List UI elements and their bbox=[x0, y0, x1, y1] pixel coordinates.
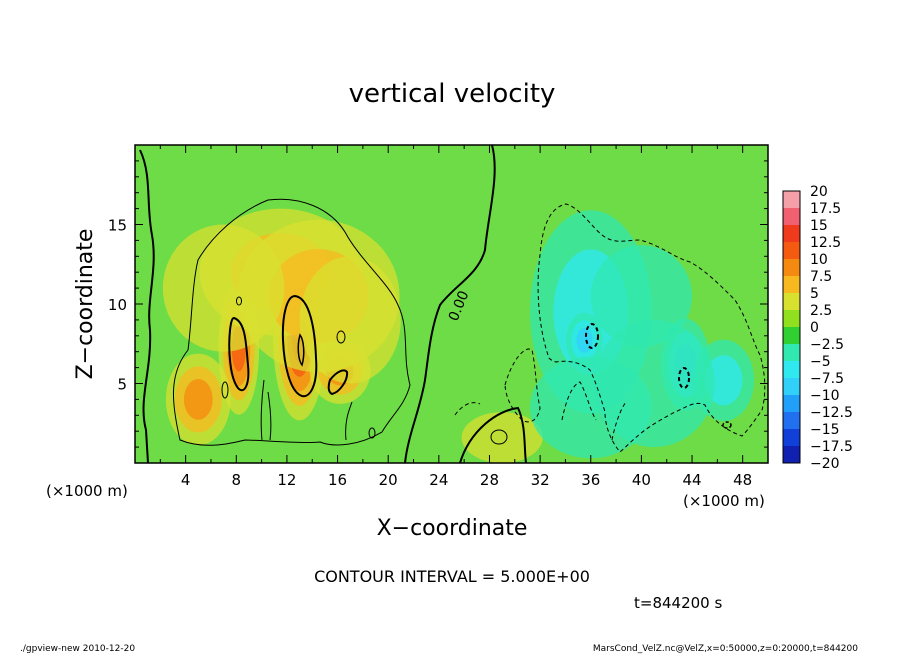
time-label: t=844200 s bbox=[634, 594, 722, 612]
colorbar-swatch bbox=[783, 361, 800, 379]
velocity-level bbox=[162, 224, 285, 352]
velocity-level bbox=[576, 328, 593, 354]
zero-contour-island bbox=[490, 429, 508, 445]
contour-plus5-envelope bbox=[173, 198, 411, 446]
velocity-cell-7 bbox=[299, 256, 401, 384]
colorbar-label: −5 bbox=[810, 354, 831, 370]
colorbar-label: −17.5 bbox=[810, 439, 853, 455]
x-axis-label: X−coordinate bbox=[377, 516, 528, 541]
x-unit-left: (×1000 m) bbox=[46, 482, 128, 500]
colorbar-label: 7.5 bbox=[810, 269, 832, 285]
colorbar-label: 0 bbox=[810, 320, 819, 336]
colorbar-label: −12.5 bbox=[810, 405, 853, 421]
colorbar-label: −15 bbox=[810, 422, 840, 438]
colorbar-swatch bbox=[783, 310, 800, 328]
contour-minus10-b bbox=[678, 367, 690, 389]
y-axis-ticks: 5 10 15 bbox=[108, 160, 768, 448]
colorbar-swatch bbox=[783, 276, 800, 294]
x-tick-label: 40 bbox=[632, 471, 651, 489]
velocity-level bbox=[593, 319, 715, 448]
velocity-level bbox=[704, 355, 743, 406]
contour-plus15 bbox=[297, 333, 305, 367]
contour-small-a bbox=[221, 381, 229, 399]
contour-stems bbox=[260, 379, 353, 441]
colorbar-label: −7.5 bbox=[810, 371, 844, 387]
footer-left: ./gpview-new 2010-12-20 bbox=[20, 644, 135, 654]
x-tick-label: 32 bbox=[531, 471, 550, 489]
y-tick-label: 10 bbox=[108, 296, 127, 314]
colorbar-label: −20 bbox=[810, 456, 840, 472]
colorbar-swatch bbox=[783, 344, 800, 362]
velocity-level bbox=[299, 256, 401, 384]
contour-minus10-c bbox=[722, 421, 732, 429]
colorbar-swatch bbox=[783, 429, 800, 447]
colorbar: 2017.51512.5107.552.50−2.5−5−7.5−10−12.5… bbox=[782, 184, 853, 472]
x-tick-label: 20 bbox=[379, 471, 398, 489]
velocity-cell-10 bbox=[566, 312, 603, 369]
colorbar-swatch bbox=[783, 225, 800, 243]
contour-minus5-left bbox=[454, 402, 481, 416]
zero-contour-middle bbox=[404, 144, 496, 464]
colorbar-label: 12.5 bbox=[810, 235, 841, 251]
velocity-cell-6 bbox=[162, 224, 285, 352]
zero-contour-bump bbox=[459, 406, 527, 464]
contour-plus10-a bbox=[228, 316, 250, 392]
x-tick-label: 28 bbox=[480, 471, 499, 489]
x-tick-label: 24 bbox=[429, 471, 448, 489]
colorbar-swatch bbox=[783, 446, 800, 464]
colorbar-swatch bbox=[783, 327, 800, 345]
contour-lines bbox=[139, 144, 766, 464]
colorbar-label: 20 bbox=[810, 184, 828, 200]
y-tick-label: 5 bbox=[117, 376, 127, 394]
x-tick-label: 44 bbox=[682, 471, 701, 489]
colorbar-swatch bbox=[783, 378, 800, 396]
y-tick-label: 15 bbox=[108, 217, 127, 235]
colorbar-swatch bbox=[783, 412, 800, 430]
contour-minus10-a bbox=[585, 323, 599, 349]
x-axis-ticks: 4 8 12 16 20 24 28 32 36 40 44 48 bbox=[159, 145, 769, 489]
colorbar-swatch bbox=[783, 395, 800, 413]
x-tick-label: 8 bbox=[232, 471, 242, 489]
colorbar-swatch bbox=[783, 191, 800, 209]
x-tick-label: 16 bbox=[328, 471, 347, 489]
x-tick-label: 12 bbox=[277, 471, 296, 489]
zero-contour-left bbox=[139, 149, 155, 464]
colorbar-label: 17.5 bbox=[810, 201, 841, 217]
contour-minus5-envelope bbox=[537, 203, 766, 453]
x-tick-label: 48 bbox=[733, 471, 752, 489]
colorbar-label: −2.5 bbox=[810, 337, 844, 353]
contour-small-c bbox=[368, 427, 376, 439]
y-axis-label: Z−coordinate bbox=[73, 229, 98, 380]
x-tick-label: 36 bbox=[581, 471, 600, 489]
colorbar-label: 15 bbox=[810, 218, 828, 234]
colorbar-label: −10 bbox=[810, 388, 840, 404]
colorbar-label: 10 bbox=[810, 252, 828, 268]
velocity-cell-15 bbox=[593, 319, 715, 448]
contour-interval: CONTOUR INTERVAL = 5.000E+00 bbox=[314, 567, 590, 586]
contour-plus10-b bbox=[281, 294, 318, 398]
chart-title: vertical velocity bbox=[349, 79, 556, 109]
x-tick-label: 4 bbox=[181, 471, 191, 489]
contour-small-b bbox=[336, 330, 346, 344]
velocity-level bbox=[183, 379, 213, 420]
contour-plus10-c bbox=[327, 369, 349, 396]
colorbar-swatch bbox=[783, 293, 800, 311]
velocity-cell-3 bbox=[165, 353, 231, 446]
colorbar-swatch bbox=[783, 259, 800, 277]
contour-minus5-lower bbox=[504, 348, 541, 423]
plot-area: 0.00 bbox=[134, 144, 769, 464]
colorbar-swatch bbox=[783, 242, 800, 260]
colorbar-frame bbox=[782, 190, 801, 464]
colorbar-label: 2.5 bbox=[810, 303, 832, 319]
x-unit-right: (×1000 m) bbox=[683, 492, 765, 510]
footer-right: MarsCond_VelZ.nc@VelZ,x=0:50000,z=0:2000… bbox=[593, 644, 858, 654]
contour-plus10-d bbox=[236, 296, 242, 306]
contour-minus5-fingers bbox=[561, 381, 627, 441]
colorbar-swatch bbox=[783, 208, 800, 226]
colorbar-label: 5 bbox=[810, 286, 819, 302]
